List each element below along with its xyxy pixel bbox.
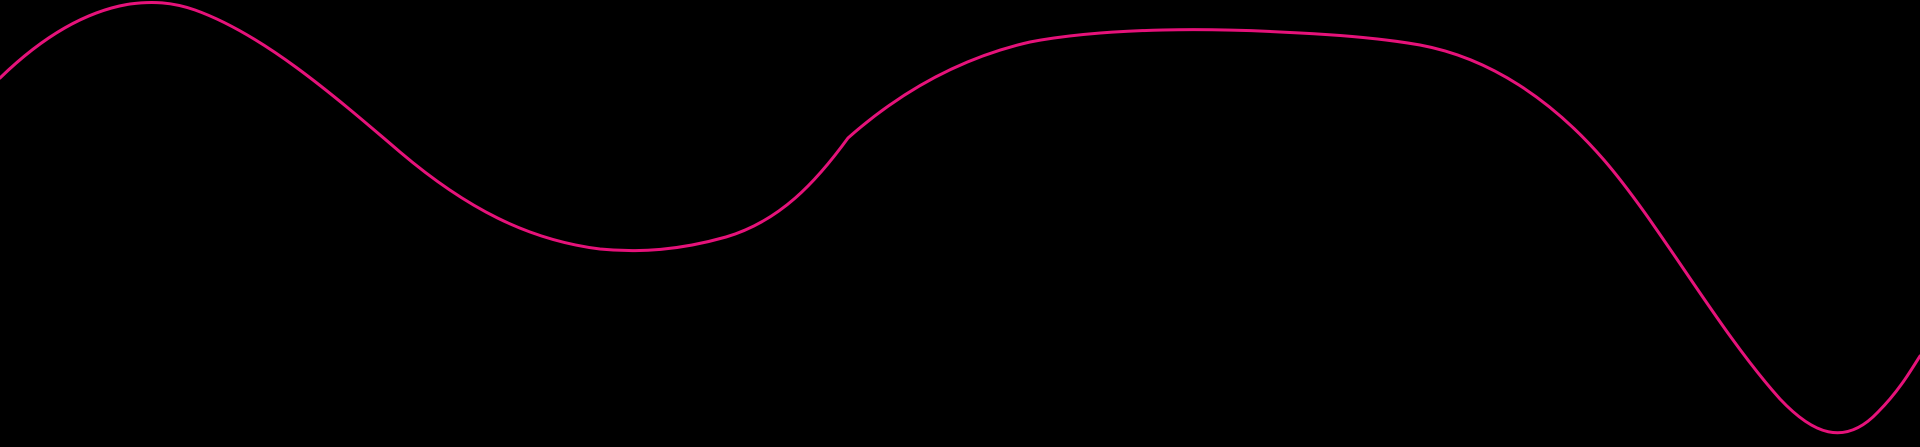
wave-line-series <box>0 0 1920 435</box>
